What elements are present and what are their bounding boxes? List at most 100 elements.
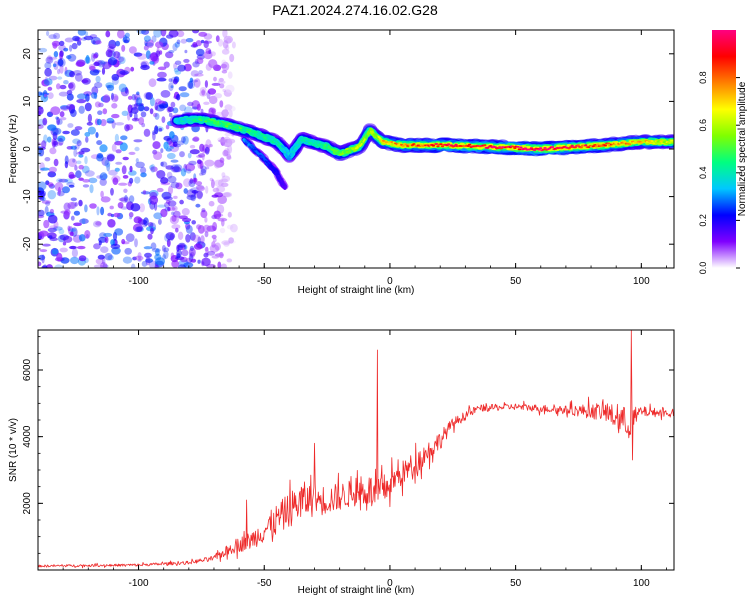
noise-blob — [43, 93, 48, 98]
noise-blob — [221, 109, 229, 118]
noise-blob — [102, 94, 111, 103]
noise-blob — [84, 170, 95, 177]
noise-blob — [196, 185, 205, 192]
noise-blob — [42, 117, 48, 126]
noise-blob — [51, 138, 57, 147]
noise-blob — [78, 255, 87, 262]
noise-blob — [208, 144, 213, 148]
noise-blob — [154, 264, 159, 268]
noise-blob — [53, 32, 61, 40]
noise-blob — [85, 54, 90, 64]
noise-blob — [44, 157, 51, 162]
noise-blob — [160, 148, 164, 154]
noise-blob — [188, 80, 194, 89]
noise-blob — [187, 152, 192, 159]
noise-blob — [100, 206, 105, 216]
noise-blob — [196, 103, 201, 111]
noise-blob — [157, 66, 167, 71]
noise-blob — [59, 40, 65, 47]
ridge-segment — [324, 146, 329, 149]
noise-blob — [213, 210, 222, 220]
noise-blob — [174, 41, 180, 48]
noise-blob — [110, 187, 114, 196]
noise-blob — [48, 235, 53, 239]
noise-blob — [133, 139, 143, 143]
noise-blob — [191, 220, 196, 225]
noise-blob — [189, 144, 196, 149]
noise-blob — [137, 53, 147, 60]
noise-blob — [192, 177, 197, 184]
secondary-ridge-segment — [267, 161, 271, 165]
secondary-ridge-segment — [281, 182, 284, 187]
noise-blob — [59, 247, 68, 253]
noise-blob — [205, 166, 210, 170]
noise-blob — [204, 159, 215, 167]
secondary-ridge-segment — [275, 169, 278, 173]
noise-blob — [170, 159, 179, 163]
noise-blob — [143, 45, 149, 51]
noise-blob — [97, 110, 103, 115]
noise-blob — [202, 224, 211, 233]
noise-blob — [140, 64, 150, 71]
snr-y-axis: 2000 4000 6000 — [22, 336, 674, 554]
colorbar-label: Normalized spectral amplitude — [737, 81, 748, 216]
noise-blob — [89, 65, 96, 71]
noise-blob — [47, 182, 54, 187]
noise-blob — [89, 69, 100, 76]
noise-blob — [189, 178, 194, 184]
colorbar-tick-label: 0.8 — [698, 71, 708, 84]
noise-blob — [224, 132, 231, 137]
noise-blob — [143, 128, 151, 137]
noise-blob — [99, 61, 107, 65]
x-tick-label: -50 — [257, 578, 272, 589]
noise-blob — [73, 210, 80, 216]
x-tick-label: -100 — [129, 578, 149, 589]
noise-blob — [171, 211, 175, 216]
noise-blob — [190, 258, 197, 263]
noise-blob — [222, 30, 228, 38]
noise-blob — [95, 132, 99, 138]
noise-blob — [45, 201, 51, 206]
ridge-segment — [377, 135, 381, 140]
noise-blob — [64, 178, 73, 184]
colorbar: 0.0 0.2 0.4 0.6 0.8 Normalized spectral ampl… — [698, 30, 748, 274]
noise-blob — [46, 264, 53, 268]
noise-blob — [128, 195, 135, 203]
ridge-segment — [259, 134, 264, 138]
noise-blob — [75, 61, 85, 67]
noise-blob — [166, 238, 171, 248]
noise-blob — [101, 157, 109, 166]
noise-blob — [99, 172, 108, 181]
noise-blob — [135, 226, 143, 232]
noise-blob — [203, 252, 209, 258]
noise-blob — [102, 256, 106, 266]
secondary-ridge-segment — [282, 185, 286, 189]
noise-blob — [144, 252, 152, 258]
noise-blob — [144, 39, 148, 47]
figure-title: PAZ1.2024.274.16.02.G28 — [272, 2, 438, 18]
noise-blob — [205, 185, 209, 194]
snr-plot-area — [38, 330, 674, 570]
noise-blob — [62, 186, 70, 194]
noise-blob — [149, 60, 155, 65]
noise-blob — [123, 188, 128, 193]
noise-blob — [200, 39, 205, 44]
noise-blob — [136, 97, 143, 106]
noise-blob — [131, 94, 136, 101]
noise-blob — [123, 39, 130, 43]
noise-blob — [44, 61, 52, 70]
noise-blob — [128, 212, 134, 218]
noise-blob — [171, 224, 181, 230]
noise-blob — [60, 106, 70, 111]
noise-blob — [98, 102, 104, 108]
noise-blob — [208, 59, 218, 69]
noise-blob — [45, 56, 54, 64]
noise-blob — [72, 35, 80, 42]
noise-blob — [84, 132, 91, 137]
noise-blob — [47, 214, 58, 224]
noise-blob — [152, 131, 156, 141]
noise-blob — [76, 160, 82, 165]
noise-blob — [96, 154, 104, 162]
noise-blob — [156, 170, 166, 179]
noise-blob — [169, 215, 179, 225]
